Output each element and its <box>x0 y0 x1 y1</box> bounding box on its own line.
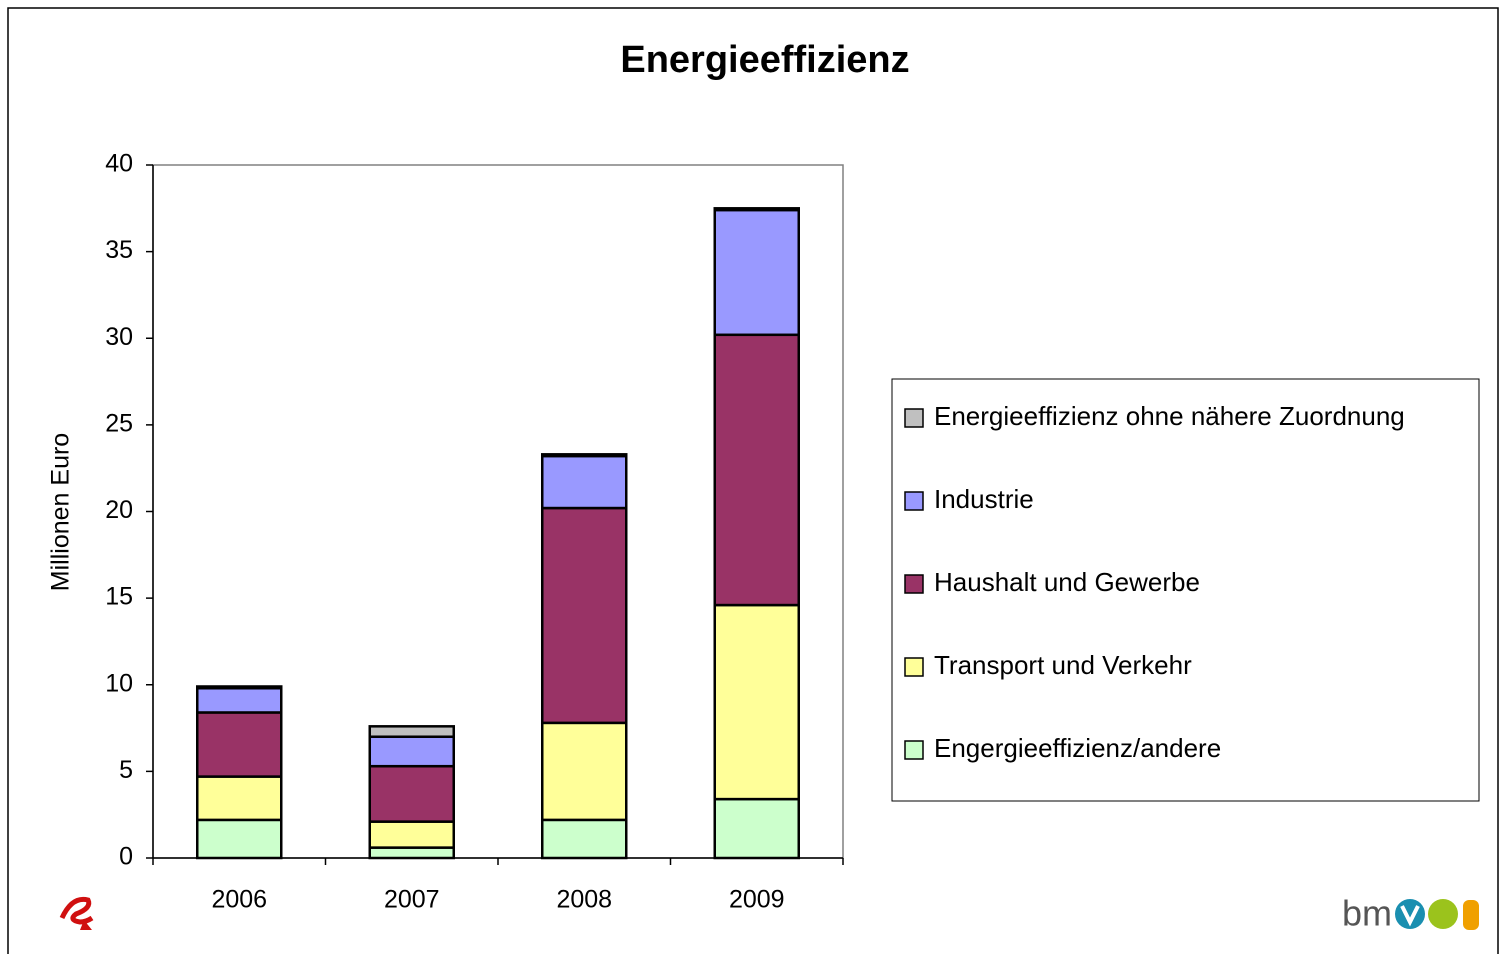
legend-label: Transport und Verkehr <box>934 650 1192 680</box>
logo-text: bm <box>1342 893 1392 934</box>
bar-segment <box>196 711 283 778</box>
frame <box>7 7 1499 954</box>
legend-label: Haushalt und Gewerbe <box>934 567 1200 597</box>
x-tick-label: 2008 <box>556 886 612 914</box>
logo-mark <box>1463 900 1479 930</box>
bar-segment <box>541 454 628 510</box>
x-tick-label: 2007 <box>384 886 440 914</box>
logo-mark <box>1428 899 1458 929</box>
legend-label: Engergieeffizienz/andere <box>934 733 1221 763</box>
y-tick-label: 35 <box>105 236 133 264</box>
bar-segment <box>713 603 800 801</box>
y-tick-label: 20 <box>105 496 133 524</box>
y-tick-label: 30 <box>105 323 133 351</box>
legend-swatch <box>904 408 924 428</box>
x-tick-label: 2006 <box>211 886 267 914</box>
logo-mark <box>80 920 92 930</box>
bar-segment <box>541 453 628 458</box>
bar-segment <box>368 846 455 860</box>
legend-label: Industrie <box>934 484 1034 514</box>
y-tick-label: 0 <box>119 843 133 871</box>
y-axis-label: Millionen Euro <box>47 433 75 591</box>
bar-segment <box>541 506 628 725</box>
legend-box <box>891 378 1480 802</box>
bar-segment <box>713 208 800 337</box>
bar-segment <box>541 721 628 822</box>
legend-swatch <box>904 574 924 594</box>
bar-segment <box>713 207 800 212</box>
bar-segment <box>196 775 283 822</box>
bar-segment <box>196 685 283 690</box>
bar-segment <box>368 820 455 849</box>
x-tick-label: 2009 <box>729 886 785 914</box>
legend-swatch <box>904 491 924 511</box>
bar-segment <box>713 797 800 860</box>
y-tick-label: 10 <box>105 669 133 697</box>
logo-mark <box>1400 905 1420 927</box>
bar-segment <box>196 686 283 714</box>
bar-segment <box>713 333 800 607</box>
y-tick-label: 5 <box>119 756 133 784</box>
bar-segment <box>196 818 283 860</box>
y-tick-label: 40 <box>105 150 133 178</box>
bar-segment <box>368 725 455 738</box>
right-logo: bm <box>1342 893 1479 934</box>
y-tick-label: 15 <box>105 583 133 611</box>
y-tick-label: 25 <box>105 409 133 437</box>
legend-swatch <box>904 657 924 677</box>
bar-segment <box>368 735 455 768</box>
legend-swatch <box>904 740 924 760</box>
logo-mark <box>59 896 94 925</box>
legend-label: Energieeffizienz ohne nähere Zuordnung <box>934 401 1405 431</box>
bar-segment <box>541 818 628 860</box>
chart-title: Energieeffizienz <box>620 39 909 81</box>
bar-segment <box>368 764 455 823</box>
left-logo <box>59 896 94 930</box>
